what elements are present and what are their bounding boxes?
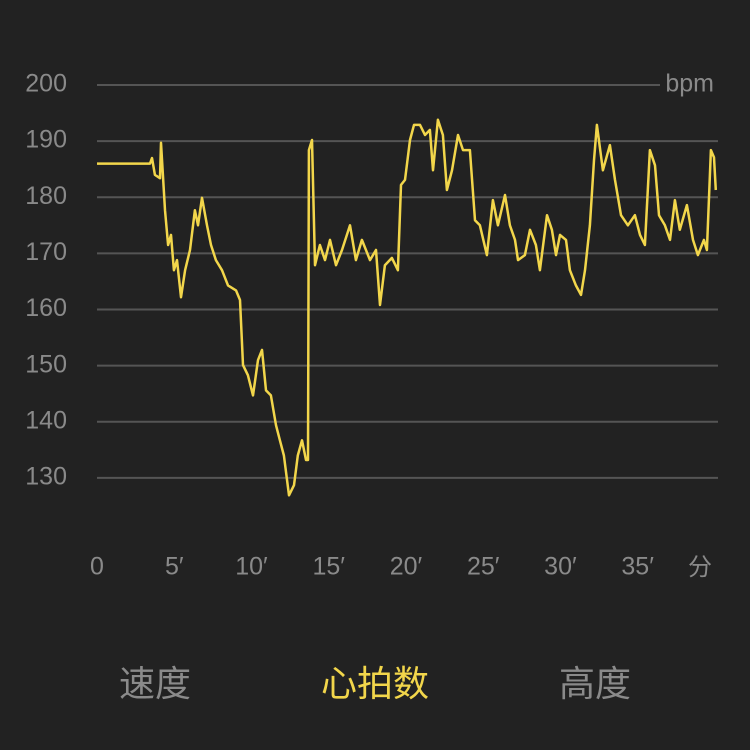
tab[interactable]: 高度 — [559, 664, 631, 705]
heart-rate-line — [97, 118, 718, 497]
x-tick-label: 20′ — [390, 553, 423, 581]
y-tick-label: 180 — [25, 182, 67, 210]
y-tick-label: 190 — [25, 126, 67, 154]
x-unit: 分 — [688, 553, 712, 581]
x-tick-label: 25′ — [467, 553, 500, 581]
tab[interactable]: 心拍数 — [321, 664, 429, 705]
x-tick-label: 35′ — [621, 553, 654, 581]
y-tick-label: 150 — [25, 350, 67, 378]
y-unit: bpm — [665, 70, 714, 98]
x-tick-label: 15′ — [312, 553, 345, 581]
y-tick-label: 170 — [25, 238, 67, 266]
y-tick-label: 200 — [25, 70, 67, 98]
y-tick-label: 160 — [25, 294, 67, 322]
x-tick-label: 5′ — [165, 553, 184, 581]
x-tick-label: 10′ — [235, 553, 268, 581]
y-tick-label: 130 — [25, 463, 67, 491]
x-tick-label: 30′ — [544, 553, 577, 581]
y-tick-label: 140 — [25, 406, 67, 434]
x-tick-label: 0 — [90, 553, 104, 581]
tab[interactable]: 速度 — [119, 664, 191, 705]
